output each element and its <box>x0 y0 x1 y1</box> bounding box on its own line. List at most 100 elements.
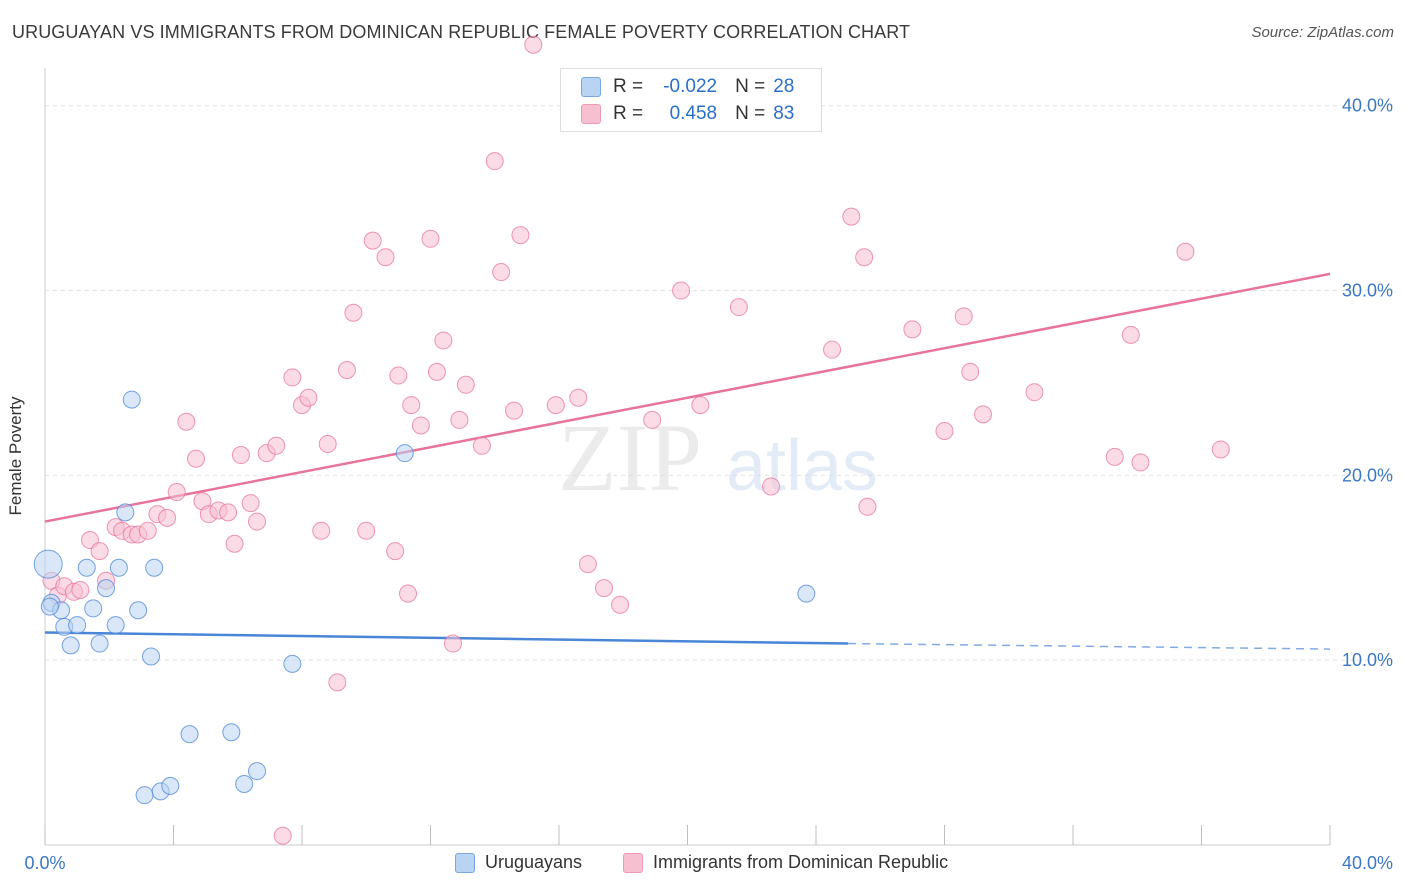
point-uruguayans <box>142 647 161 666</box>
point-dominican <box>299 388 318 407</box>
point-dominican <box>411 416 430 435</box>
point-dominican <box>363 231 382 250</box>
point-dominican <box>167 482 186 501</box>
r-label: R = <box>613 76 644 97</box>
point-dominican <box>241 494 260 513</box>
point-dominican <box>248 512 267 531</box>
point-dominican <box>903 320 922 339</box>
trend-line-dominican <box>44 272 1331 523</box>
point-dominican <box>1121 325 1140 344</box>
point-dominican <box>974 405 993 424</box>
point-uruguayans <box>33 549 63 579</box>
y-tick-label: 30.0% <box>1342 281 1393 301</box>
point-uruguayans <box>90 634 109 653</box>
point-uruguayans <box>248 762 267 781</box>
point-uruguayans <box>283 654 302 673</box>
point-dominican <box>1025 383 1044 402</box>
point-dominican <box>729 298 748 317</box>
y-tick-label: 10.0% <box>1342 650 1393 670</box>
point-dominican <box>569 388 588 407</box>
series-legend: Uruguayans Immigrants from Dominican Rep… <box>0 852 1406 878</box>
point-dominican <box>691 396 710 415</box>
legend-item-uruguayans[interactable]: Uruguayans <box>455 852 582 873</box>
point-uruguayans <box>180 725 199 744</box>
n-label: N = <box>735 76 766 97</box>
point-uruguayans <box>395 444 414 463</box>
point-dominican <box>1131 453 1150 472</box>
point-uruguayans <box>40 597 59 616</box>
point-dominican <box>472 436 491 455</box>
point-uruguayans <box>161 776 180 795</box>
legend-swatch-pink <box>623 852 643 873</box>
point-dominican <box>1105 447 1124 466</box>
chart-title: URUGUAYAN VS IMMIGRANTS FROM DOMINICAN R… <box>12 22 911 42</box>
point-dominican <box>267 436 286 455</box>
point-dominican <box>318 434 337 453</box>
point-dominican <box>386 542 405 561</box>
point-uruguayans <box>129 601 148 620</box>
point-dominican <box>312 521 331 540</box>
point-dominican <box>492 263 511 282</box>
point-uruguayans <box>106 616 125 635</box>
point-dominican <box>1176 242 1195 261</box>
axes <box>44 68 1331 846</box>
point-dominican <box>344 303 363 322</box>
stats-legend: R = -0.022 N = 28 R = 0.458 N = 83 <box>560 68 822 132</box>
point-dominican <box>231 446 250 465</box>
point-dominican <box>186 449 205 468</box>
legend-swatch-blue <box>455 852 475 873</box>
n-value: 28 <box>773 76 795 97</box>
point-dominican <box>842 207 861 226</box>
n-label: N = <box>735 103 766 124</box>
watermark-zip: ZIP <box>558 404 702 511</box>
r-label: R = <box>613 103 644 124</box>
watermark: ZIP atlas <box>558 404 878 511</box>
point-dominican <box>357 521 376 540</box>
point-dominican <box>138 521 157 540</box>
point-uruguayans <box>135 786 154 805</box>
point-dominican <box>273 826 292 845</box>
point-dominican <box>524 35 543 54</box>
source-label: Source: ZipAtlas.com <box>1251 24 1394 41</box>
point-uruguayans <box>68 616 87 635</box>
point-dominican <box>71 580 90 599</box>
point-dominican <box>823 340 842 359</box>
stats-row-dominican: R = 0.458 N = 83 <box>581 101 794 127</box>
point-uruguayans <box>145 558 164 577</box>
point-uruguayans <box>222 723 241 742</box>
x-tick-label: 40.0% <box>1342 853 1393 873</box>
gridlines <box>45 105 1395 661</box>
point-dominican <box>546 396 565 415</box>
point-uruguayans <box>797 584 816 603</box>
point-dominican <box>337 361 356 380</box>
swatch-pink <box>581 104 601 124</box>
point-uruguayans <box>77 558 96 577</box>
point-dominican <box>443 634 462 653</box>
point-dominican <box>434 331 453 350</box>
point-dominican <box>450 410 469 429</box>
point-dominican <box>225 534 244 553</box>
x-tick-label: 0.0% <box>24 853 65 873</box>
point-dominican <box>578 555 597 574</box>
point-uruguayans <box>61 636 80 655</box>
point-dominican <box>328 673 347 692</box>
point-uruguayans <box>122 390 141 409</box>
point-dominican <box>399 584 418 603</box>
point-dominican <box>611 595 630 614</box>
legend-item-dominican[interactable]: Immigrants from Dominican Republic <box>623 852 948 873</box>
point-uruguayans <box>97 579 116 598</box>
point-dominican <box>158 508 177 527</box>
point-uruguayans <box>84 599 103 618</box>
point-dominican <box>219 503 238 522</box>
point-dominican <box>954 307 973 326</box>
r-value: 0.458 <box>669 103 718 124</box>
point-dominican <box>935 422 954 441</box>
point-dominican <box>961 362 980 381</box>
legend-label: Uruguayans <box>485 852 583 872</box>
watermark-atlas: atlas <box>726 426 878 506</box>
point-uruguayans <box>116 503 135 522</box>
point-dominican <box>672 281 691 300</box>
y-axis-label: Female Poverty <box>6 396 25 516</box>
point-dominican <box>427 362 446 381</box>
point-dominican <box>421 229 440 248</box>
